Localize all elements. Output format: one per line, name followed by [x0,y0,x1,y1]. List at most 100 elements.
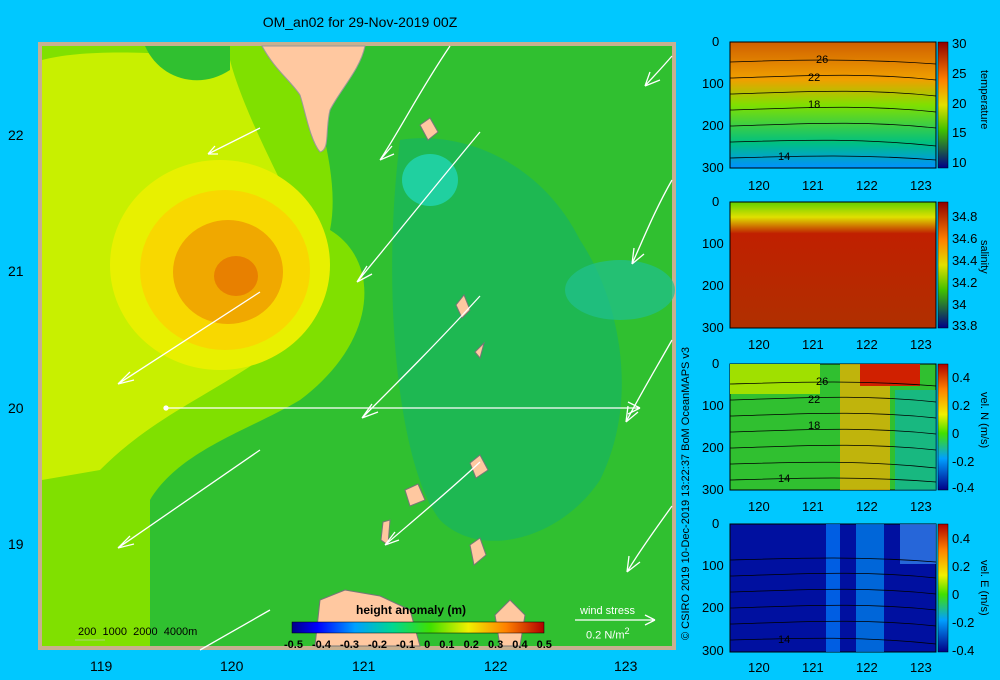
panel-vel-n-plot [729,363,949,491]
lon-tick: 120 [748,660,770,675]
lat-tick: 20 [8,400,24,416]
island [469,537,487,566]
cbar-tick: 34.6 [952,231,978,246]
lon-tick: 122 [856,178,878,193]
depth-tick: 300 [702,643,724,658]
map-area [38,42,676,650]
depth-legend-item: 1000 [102,626,127,638]
wind-stress-scale: 0.2 N/m2 [586,626,630,642]
island [474,341,485,360]
depth-legend-item: 200 [78,626,97,638]
cbar-tick: 0 [952,426,960,441]
wind-arrow [117,291,261,385]
wind-arrow [379,45,451,161]
wind-arrow [361,295,481,419]
colorbar-tick: -0.1 [396,639,416,651]
colorbar-tick: -0.2 [368,639,388,651]
colorbar-tick: 0.1 [439,639,455,651]
panel-label: vel. E (m/s) [978,560,990,616]
colorbar-tick: 0.4 [512,639,528,651]
depth-tick: 300 [702,482,724,497]
cbar-tick: 15 [952,125,967,140]
contour-label: 22 [808,394,821,406]
contour-label: 18 [808,99,821,111]
lon-tick: 120 [748,178,770,193]
lon-tick: 121 [802,337,824,352]
colorbar-tick: 0.3 [487,639,504,651]
lon-tick: 120 [220,658,244,674]
depth-tick: 200 [702,600,724,615]
cbar-tick: 0.4 [952,370,971,385]
cbar-tick: 34 [952,297,967,312]
anomaly-region [145,46,230,81]
lon-tick: 122 [856,660,878,675]
depth-tick: 100 [702,76,724,91]
lon-tick: 121 [802,178,824,193]
wind-arrow [207,127,261,155]
depth-tick: 0 [712,516,720,531]
wind-arrow [644,55,673,87]
contour-label: 26 [816,376,829,388]
cbar-tick: 34.4 [952,253,978,268]
wind-vectors [117,45,673,651]
island [469,454,489,479]
colorbar-tick: 0.5 [536,639,552,651]
wind-arrow [166,401,641,415]
depth-tick: 200 [702,440,724,455]
anomaly-region [565,260,675,320]
lon-tick: 123 [910,660,932,675]
panel-label: salinity [978,240,990,274]
depth-tick: 0 [712,356,720,371]
colorbar [291,621,545,634]
panel-salinity-plot [729,201,949,329]
lon-tick: 122 [856,499,878,514]
lon-tick: 123 [910,337,932,352]
wind-arrow [199,609,271,651]
contour-label: 22 [808,72,821,84]
wind-scale-arrow [575,614,656,626]
anomaly-region [402,154,458,206]
cbar-tick: 20 [952,96,967,111]
depth-tick: 200 [702,118,724,133]
anomaly-region [392,138,622,541]
cbar-tick: 0 [952,587,960,602]
panel-label: temperature [978,70,990,130]
lat-tick: 22 [8,127,24,143]
wind-arrow [117,449,261,549]
depth-tick: 300 [702,320,724,335]
wind-scale-value: 0.2 N/m [586,629,625,642]
wind-arrow [631,179,673,265]
cbar-tick: -0.2 [952,615,975,630]
colorbar-ticks: -0.5 -0.4 -0.3 -0.2 -0.1 0 0.1 0.2 0.3 0… [284,639,552,651]
lat-tick: 19 [8,536,24,552]
depth-tick: 300 [702,160,724,175]
colorbar-tick: -0.4 [312,639,331,651]
contour-label: 14 [778,473,791,485]
island [404,483,426,507]
panel-label: vel. N (m/s) [978,392,990,449]
lon-tick: 123 [614,658,638,674]
depth-tick: 100 [702,558,724,573]
colorbar-tick: -0.3 [340,639,359,651]
lon-tick: 121 [802,499,824,514]
map-title: OM_an02 for 29-Nov-2019 00Z [262,14,458,30]
wind-arrow [626,505,673,573]
depth-tick: 100 [702,398,724,413]
cbar-tick: -0.4 [952,480,975,495]
colorbar-tick: 0.2 [463,639,479,651]
lon-tick: 123 [910,499,932,514]
colorbar-tick: -0.5 [284,639,303,651]
island [380,519,391,546]
wind-arrow [356,131,481,283]
depth-tick: 0 [712,194,720,209]
depth-tick: 0 [712,34,720,49]
panel-temperature-plot [729,41,949,169]
depth-tick: 200 [702,278,724,293]
cbar-tick: 34.8 [952,209,978,224]
lon-tick: 122 [856,337,878,352]
cbar-tick: 25 [952,66,967,81]
cbar-tick: -0.2 [952,454,975,469]
contour-label: 26 [816,54,829,66]
land-taiwan [261,45,366,153]
lon-tick: 121 [802,660,824,675]
